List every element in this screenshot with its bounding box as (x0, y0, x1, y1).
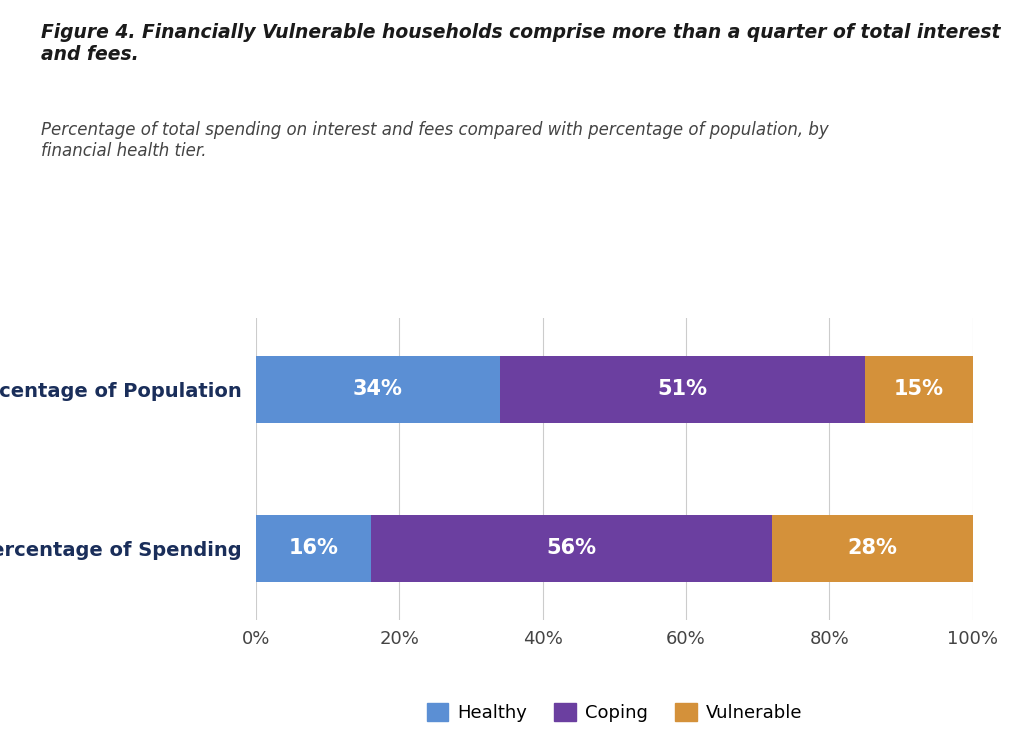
Text: 56%: 56% (547, 538, 596, 558)
Text: Percentage of total spending on interest and fees compared with percentage of po: Percentage of total spending on interest… (41, 121, 828, 160)
Text: 15%: 15% (894, 380, 944, 399)
Bar (256, 515, 371, 581)
Legend: Healthy, Coping, Vulnerable: Healthy, Coping, Vulnerable (420, 696, 809, 730)
Text: 34%: 34% (353, 380, 402, 399)
Text: 51%: 51% (657, 380, 708, 399)
Text: Figure 4. Financially Vulnerable households comprise more than a quarter of tota: Figure 4. Financially Vulnerable househo… (41, 23, 1000, 64)
Bar (256, 356, 500, 423)
Bar (500, 356, 865, 423)
Bar (865, 356, 973, 423)
Bar (772, 515, 973, 581)
Bar (371, 515, 772, 581)
Text: 16%: 16% (289, 538, 338, 558)
Text: 28%: 28% (848, 538, 897, 558)
